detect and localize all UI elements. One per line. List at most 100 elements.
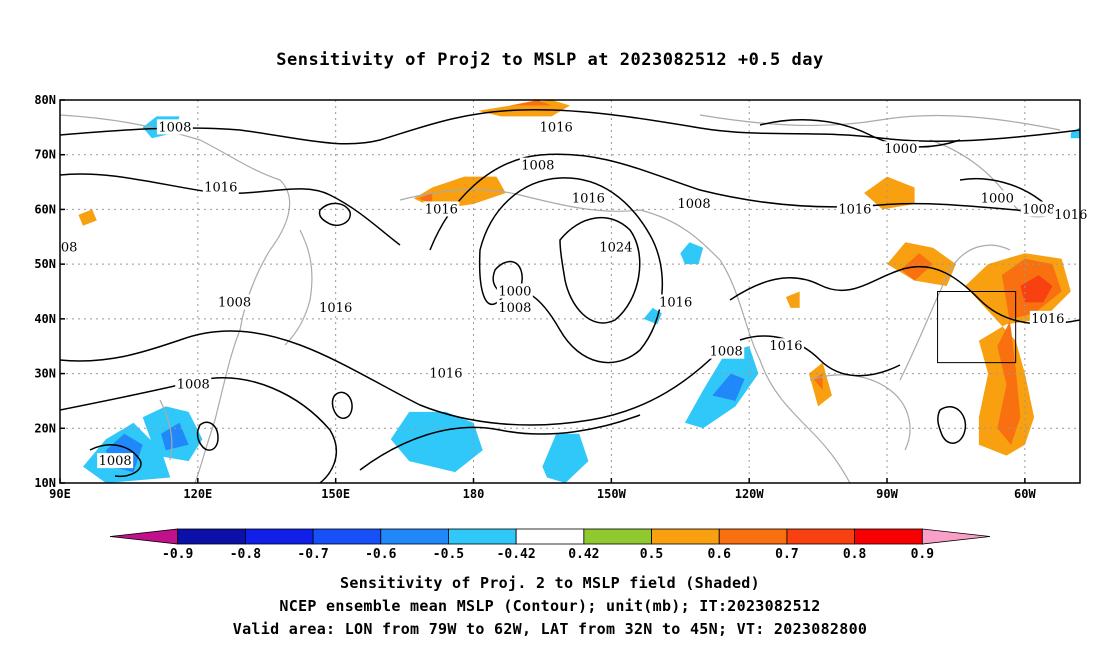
contour-label-bg xyxy=(1029,310,1066,326)
contour-line xyxy=(60,173,401,246)
colorbar-swatch xyxy=(448,528,517,545)
contour-line xyxy=(937,406,967,444)
colorbar-tick-label: -0.42 xyxy=(497,547,536,562)
contour-label: 1008 xyxy=(1022,202,1055,217)
contour-label-bg xyxy=(156,119,193,135)
mslp-contours xyxy=(60,109,1080,483)
x-tick-label: 90W xyxy=(876,487,898,501)
contour-label-bg xyxy=(519,157,556,173)
contour-label-bg xyxy=(1020,201,1057,217)
colorbar: -0.9 -0.8 -0.7 -0.6 -0.5 -0.42 0.42 0.5 0.6 0.7 0.… xyxy=(109,528,991,562)
sensitivity-patch-4 xyxy=(390,411,483,473)
colorbar-tick-label: 0.42 xyxy=(568,547,599,562)
contour-line xyxy=(739,335,901,377)
contour-label-bg xyxy=(597,239,634,255)
contour-label: 1016 xyxy=(204,181,237,196)
contour-label-bg xyxy=(427,365,464,381)
contour-label-bg xyxy=(175,376,212,392)
sensitivity-patch-15 xyxy=(418,193,433,204)
x-tick-label: 150E xyxy=(321,487,350,501)
colorbar-swatch xyxy=(583,528,652,545)
y-tick-label: 20N xyxy=(34,421,56,435)
contour-line xyxy=(759,119,961,148)
colorbar-tick-label: -0.6 xyxy=(365,547,396,562)
sensitivity-patch-16 xyxy=(78,209,97,226)
contour-line xyxy=(60,377,338,483)
coast-northamerica xyxy=(719,259,851,483)
x-tick-label: 90E xyxy=(49,487,71,501)
colorbar-swatch xyxy=(244,528,314,545)
contour-label-bg xyxy=(317,299,354,315)
coastlines xyxy=(60,114,1061,483)
colorbar-tick-label: -0.8 xyxy=(230,547,261,562)
caption-shading: Sensitivity of Proj. 2 to MSLP field (Sh… xyxy=(340,574,760,592)
x-tick-label: 150W xyxy=(597,487,627,501)
y-tick-label: 80N xyxy=(34,93,56,107)
contour-line xyxy=(359,414,641,471)
contour-label: 1008 xyxy=(158,120,191,135)
contour-label-bg xyxy=(767,338,804,354)
coast-asia xyxy=(60,114,291,483)
contour-line xyxy=(559,216,641,324)
contour-label: 1016 xyxy=(1031,312,1064,327)
coast-eastus xyxy=(899,244,1011,381)
colorbar-arrow-low xyxy=(109,528,179,545)
sensitivity-patch-5 xyxy=(542,433,589,483)
contour-label-bg xyxy=(882,141,919,157)
colorbar-tick-label: 0.7 xyxy=(775,547,798,562)
colorbar-tick-label: -0.7 xyxy=(297,547,328,562)
contour-label: 1008 xyxy=(218,295,251,310)
contour-line xyxy=(196,421,219,451)
shaded-sensitivity xyxy=(78,100,1080,483)
contour-line xyxy=(318,202,351,226)
contour-label-bg xyxy=(59,239,80,255)
contour-label: 1008 xyxy=(710,345,743,360)
chart-title: Sensitivity of Proj2 to MSLP at 20230825… xyxy=(276,50,824,70)
colorbar-swatch xyxy=(718,528,788,545)
contour-label: 1024 xyxy=(599,241,632,256)
contour-label-bg xyxy=(216,294,253,310)
contour-label-bg xyxy=(496,283,533,299)
contour-label: 1008 xyxy=(177,378,210,393)
colorbar-swatch xyxy=(312,528,382,545)
y-tick-label: 10N xyxy=(34,476,56,490)
x-tick-label: 180 xyxy=(463,487,485,501)
x-axis: 90E 120E 150E 180 150W 120W 90W 60W xyxy=(49,478,1036,501)
colorbar-tick-label: 0.9 xyxy=(911,547,934,562)
contour-label: 1016 xyxy=(540,120,573,135)
contour-label-bg xyxy=(676,195,713,211)
map-background xyxy=(60,100,1080,483)
contour-line xyxy=(429,153,1080,251)
x-tick-label: 60W xyxy=(1014,487,1036,501)
sensitivity-patch-13 xyxy=(510,100,552,106)
sensitivity-patch-7 xyxy=(712,373,745,401)
contour-label-bg xyxy=(836,201,873,217)
contour-label-bg xyxy=(97,453,134,469)
y-tick-label: 70N xyxy=(34,148,56,162)
contour-label: 1000 xyxy=(981,191,1014,206)
contour-label: 1016 xyxy=(425,202,458,217)
contour-label: 1016 xyxy=(838,202,871,217)
contour-line xyxy=(729,265,1080,325)
colorbar-swatch xyxy=(786,528,856,545)
colorbar-tick-label: -0.9 xyxy=(162,547,193,562)
contour-label: 1016 xyxy=(769,339,802,354)
coast-arctic xyxy=(699,114,1061,131)
sensitivity-patch-14 xyxy=(413,176,506,210)
y-tick-label: 50N xyxy=(34,257,56,271)
colorbar-swatch xyxy=(515,528,585,545)
colorbar-swatch xyxy=(854,528,923,545)
y-tick-label: 30N xyxy=(34,367,56,381)
contour-label: 1016 xyxy=(319,301,352,316)
y-tick-label: 40N xyxy=(34,312,56,326)
contour-label: 1008 xyxy=(521,159,554,174)
contour-label: 1016 xyxy=(572,191,605,206)
colorbar-tick-label: -0.5 xyxy=(433,547,464,562)
colorbar-swatch xyxy=(177,528,246,545)
sensitivity-patch-9 xyxy=(680,242,704,265)
contour-label: 1008 xyxy=(99,454,132,469)
contour-label: 1016 xyxy=(429,367,462,382)
contour-line xyxy=(331,391,353,419)
